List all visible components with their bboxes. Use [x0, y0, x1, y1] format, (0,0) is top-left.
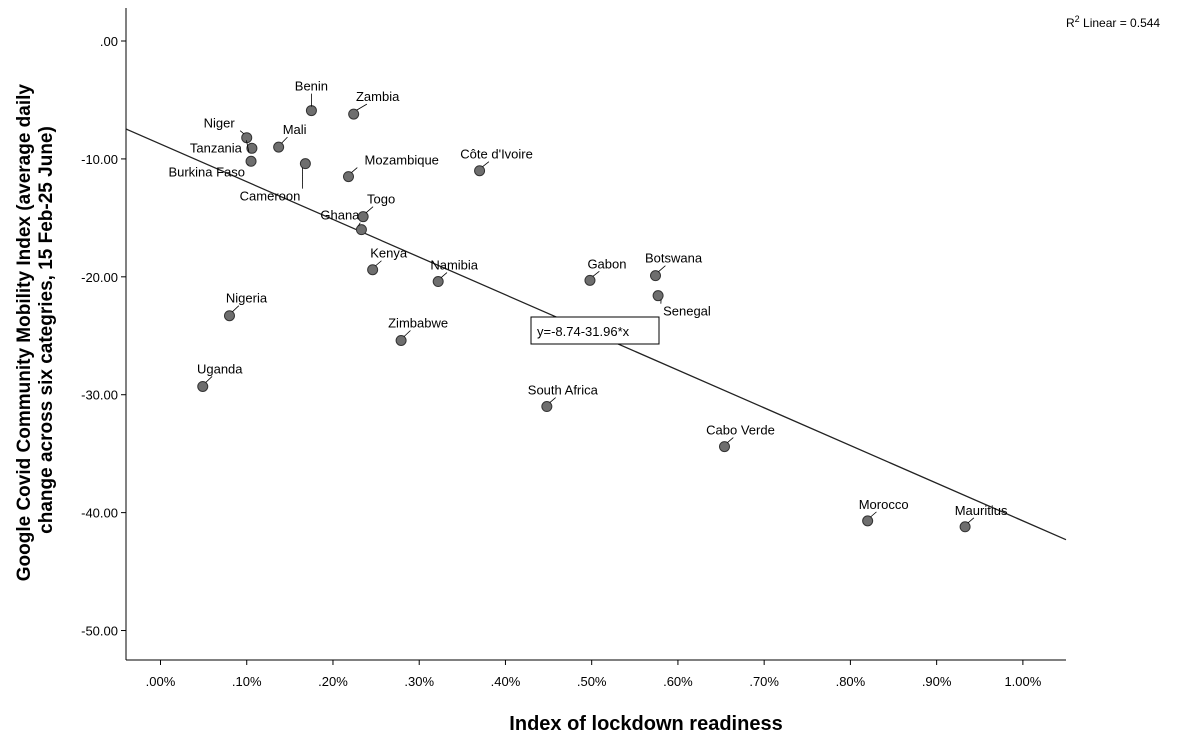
x-tick-label: .30%	[404, 674, 434, 689]
point-label-uganda: Uganda	[197, 361, 243, 376]
label-leader	[482, 161, 490, 168]
point-label-cameroon: Cameroon	[240, 189, 301, 204]
data-points	[197, 105, 971, 533]
label-leader	[375, 260, 382, 267]
label-leader	[232, 305, 240, 313]
point-label-morocco: Morocco	[859, 497, 909, 512]
point-label-south-africa: South Africa	[528, 383, 599, 398]
point-label-zimbabwe: Zimbabwe	[388, 315, 448, 330]
label-leader	[440, 272, 448, 278]
data-point-c-te-d-ivoire	[474, 165, 486, 177]
label-leader	[351, 167, 358, 173]
data-point-cabo-verde	[718, 441, 730, 453]
point-label-zambia: Zambia	[356, 89, 400, 104]
point-label-mozambique: Mozambique	[364, 153, 438, 168]
label-leader	[592, 271, 600, 277]
x-tick-label: .20%	[318, 674, 348, 689]
x-tick-label: .00%	[146, 674, 176, 689]
point-label-botswana: Botswana	[645, 251, 703, 266]
data-point-togo	[357, 211, 369, 223]
data-point-senegal	[652, 290, 664, 302]
x-tick-label: .90%	[922, 674, 952, 689]
y-axis-title-line-1: Google Covid Community Mobility Index (a…	[14, 84, 35, 582]
label-leader	[205, 376, 213, 383]
y-tick-label: -50.00	[81, 624, 118, 639]
point-label-tanzania: Tanzania	[190, 140, 243, 155]
data-point-cameroon	[299, 158, 311, 170]
data-point-uganda	[197, 380, 209, 392]
data-point-gabon	[584, 274, 596, 286]
label-leader	[365, 206, 374, 213]
r2-value: Linear = 0.544	[1079, 16, 1161, 30]
x-tick-label: .40%	[491, 674, 521, 689]
point-label-ghana: Ghana	[320, 208, 360, 223]
label-leader	[870, 511, 877, 518]
equation-label: y=-8.74-31.96*x	[537, 324, 630, 339]
axes: .00 -10.00 -20.00 -30.00 -40.00 -50.00 .00% .10…	[81, 8, 1066, 689]
point-label-cabo-verde: Cabo Verde	[706, 423, 775, 438]
point-label-gabon: Gabon	[587, 256, 626, 271]
x-axis-title: Index of lockdown readiness	[509, 713, 782, 735]
y-tick-label: -10.00	[81, 152, 118, 167]
x-tick-label: .10%	[232, 674, 262, 689]
r2-note: R2 Linear = 0.544	[1066, 14, 1160, 30]
data-point-benin	[305, 105, 317, 117]
point-label-nigeria: Nigeria	[226, 291, 268, 306]
point-label-togo: Togo	[367, 192, 395, 207]
point-label-niger: Niger	[204, 116, 236, 131]
point-label-benin: Benin	[295, 79, 328, 94]
y-tick-label: -20.00	[81, 270, 118, 285]
x-tick-label: .80%	[836, 674, 866, 689]
label-leader	[967, 517, 975, 524]
data-point-tanzania	[246, 142, 258, 154]
label-leader	[358, 222, 361, 226]
x-tick-label: .50%	[577, 674, 607, 689]
y-tick-label: .00	[100, 34, 118, 49]
data-point-burkina-faso	[245, 155, 257, 167]
label-leader	[658, 265, 666, 272]
label-leader	[356, 103, 368, 111]
point-label-kenya: Kenya	[370, 246, 408, 261]
y-tick-label: -30.00	[81, 388, 118, 403]
label-leader	[281, 136, 288, 144]
data-point-botswana	[650, 270, 662, 282]
y-axis-title-line-2: change across six categries, 15 Feb-25 J…	[36, 126, 57, 534]
label-leader	[727, 437, 734, 443]
data-point-morocco	[862, 515, 874, 527]
x-tick-label: .60%	[663, 674, 693, 689]
data-point-namibia	[432, 276, 444, 288]
point-labels: Benin Zambia Niger Mali Tanzania Burkina Faso…	[168, 79, 1008, 524]
x-tick-label: .70%	[749, 674, 779, 689]
data-point-kenya	[367, 264, 379, 276]
label-leader	[403, 330, 411, 337]
point-label-namibia: Namibia	[430, 258, 478, 273]
point-label-mauritius: Mauritius	[955, 503, 1008, 518]
point-label-senegal: Senegal	[663, 304, 711, 319]
point-label-mali: Mali	[283, 122, 307, 137]
data-point-zambia	[348, 108, 360, 120]
data-point-zimbabwe	[395, 334, 407, 346]
label-leader	[549, 397, 556, 403]
label-leader	[239, 130, 244, 134]
r2-prefix: R	[1066, 16, 1075, 30]
data-point-mozambique	[342, 171, 354, 183]
data-point-ghana	[355, 224, 367, 236]
data-point-mali	[273, 141, 285, 153]
data-point-mauritius	[959, 521, 971, 533]
r2-superscript: 2	[1074, 14, 1080, 24]
data-point-south-africa	[541, 401, 553, 413]
data-point-nigeria	[223, 310, 235, 322]
x-tick-label: 1.00%	[1004, 674, 1041, 689]
y-tick-label: -40.00	[81, 506, 118, 521]
y-axis-title: Google Covid Community Mobility Index (a…	[14, 79, 57, 582]
equation-box-frame	[530, 316, 660, 345]
equation-box: y=-8.74-31.96*x	[530, 316, 660, 345]
label-leader	[246, 140, 250, 153]
point-label-c-te-d-ivoire: Côte d'Ivoire	[460, 147, 533, 162]
point-label-burkina-faso: Burkina Faso	[168, 164, 245, 179]
